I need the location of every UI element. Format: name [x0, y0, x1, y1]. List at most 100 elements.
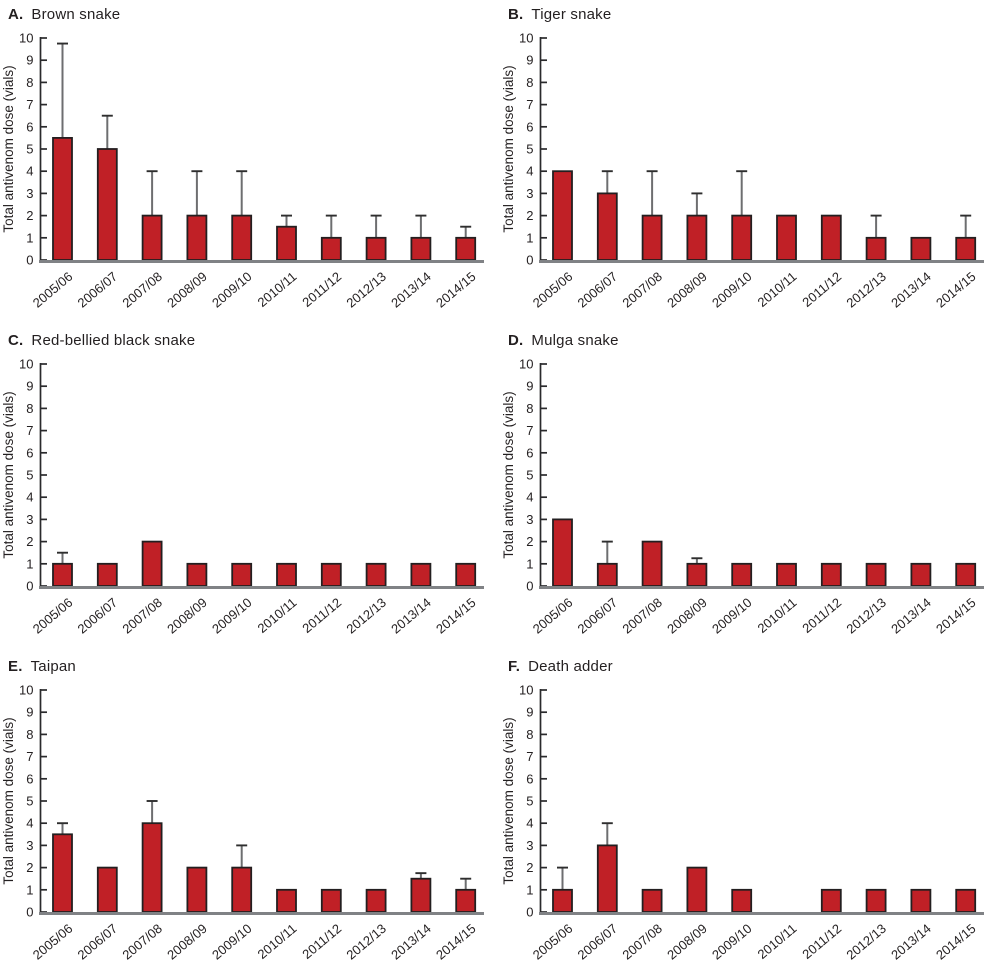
bar — [731, 562, 753, 587]
y-tick-label: 4 — [526, 164, 533, 179]
y-tick-label: 10 — [519, 31, 533, 46]
y-tick-label: 0 — [526, 253, 533, 268]
bar — [776, 562, 797, 587]
y-tick-label: 6 — [526, 119, 533, 134]
x-tick-label: 2008/09 — [164, 269, 210, 311]
bar — [955, 236, 977, 261]
bar — [96, 562, 118, 587]
panel-mulga-snake: D. Mulga snake 0 1 2 3 4 5 6 7 8 9 10 Total antiveno… — [500, 326, 1000, 652]
y-tick-label: 9 — [26, 379, 33, 394]
x-tick-label: 2010/11 — [255, 921, 300, 962]
y-tick-label: 4 — [26, 164, 33, 179]
y-tick-label: 6 — [26, 445, 33, 460]
bar — [141, 214, 163, 261]
y-tick-label: 1 — [526, 556, 533, 571]
x-tick-label: 2010/11 — [255, 269, 300, 310]
bar — [231, 214, 253, 261]
bar — [686, 214, 708, 261]
y-tick-label: 2 — [26, 208, 33, 223]
bar — [455, 236, 477, 261]
bar — [820, 888, 842, 913]
y-tick-label: 0 — [526, 905, 533, 920]
x-tick-label: 2012/13 — [843, 921, 889, 963]
x-tick-label: 2012/13 — [343, 269, 389, 311]
bar — [731, 888, 753, 913]
bar — [52, 562, 73, 587]
bar — [910, 562, 932, 587]
y-tick-label: 9 — [526, 705, 533, 720]
x-tick-label: 2005/06 — [30, 921, 76, 963]
y-tick-label: 6 — [26, 119, 33, 134]
bar — [365, 236, 387, 261]
x-tick-label: 2013/14 — [388, 595, 434, 637]
bar — [231, 866, 253, 913]
x-tick-label: 2005/06 — [30, 269, 76, 311]
x-tick-label: 2009/10 — [209, 269, 255, 311]
x-tick-label: 2014/15 — [933, 269, 979, 311]
bar — [552, 170, 573, 261]
x-tick-label: 2009/10 — [209, 921, 255, 963]
x-tick-label: 2007/08 — [619, 595, 665, 637]
x-tick-label: 2013/14 — [388, 921, 434, 963]
y-tick-label: 9 — [26, 705, 33, 720]
panel-name: Death adder — [528, 658, 613, 675]
x-tick-label: 2009/10 — [709, 921, 755, 963]
x-tick-label: 2012/13 — [843, 595, 889, 637]
y-tick-label: 7 — [26, 97, 33, 112]
y-tick-label: 9 — [26, 53, 33, 68]
y-tick-label: 8 — [26, 75, 33, 90]
bar — [276, 225, 297, 261]
y-tick-label: 7 — [26, 423, 33, 438]
panel-name: Brown snake — [31, 6, 121, 23]
panel-name: Red-bellied black snake — [31, 332, 196, 349]
x-tick-label: 2007/08 — [119, 269, 165, 311]
x-tick-label: 2009/10 — [709, 595, 755, 637]
bar — [955, 562, 977, 587]
bar — [320, 236, 342, 261]
x-tick-label: 2009/10 — [709, 269, 755, 311]
bar — [552, 518, 573, 587]
y-tick-label: 10 — [519, 683, 533, 698]
x-tick-label: 2013/14 — [888, 595, 934, 637]
bar — [865, 236, 887, 261]
y-tick-label: 5 — [26, 794, 33, 809]
x-tick-label: 2008/09 — [164, 921, 210, 963]
panel-letter: A. — [8, 6, 24, 23]
x-tick-label: 2010/11 — [755, 269, 800, 310]
x-tick-label: 2008/09 — [664, 595, 710, 637]
bar-chart-mulga-snake: 0 1 2 3 4 5 6 7 8 9 10 Total antivenom dose (vials)… — [501, 357, 984, 637]
bar-chart-death-adder: 0 1 2 3 4 5 6 7 8 9 10 Total antivenom dose (vials)… — [501, 683, 984, 963]
y-tick-label: 4 — [26, 490, 33, 505]
x-tick-label: 2010/11 — [755, 595, 800, 636]
y-tick-label: 2 — [26, 534, 33, 549]
y-tick-label: 2 — [526, 860, 533, 875]
bar — [96, 866, 118, 913]
panel-title: E. Taipan — [0, 652, 500, 678]
x-tick-label: 2008/09 — [664, 921, 710, 963]
bar-chart-brown-snake: 0 1 2 3 4 5 6 7 8 9 10 Total antivenom dose (vials)… — [1, 31, 484, 311]
y-tick-label: 4 — [526, 816, 533, 831]
bar — [596, 562, 618, 587]
panel-letter: B. — [508, 6, 524, 23]
x-tick-label: 2009/10 — [209, 595, 255, 637]
y-tick-label: 10 — [19, 357, 33, 372]
y-tick-label: 3 — [526, 512, 533, 527]
bar — [186, 562, 208, 587]
x-tick-label: 2006/07 — [575, 595, 621, 637]
y-axis-title: Total antivenom dose (vials) — [1, 65, 16, 232]
y-tick-label: 7 — [526, 749, 533, 764]
x-tick-label: 2005/06 — [30, 595, 76, 637]
bar — [320, 562, 342, 587]
y-tick-label: 1 — [526, 882, 533, 897]
bar — [641, 540, 663, 587]
bar — [820, 562, 842, 587]
y-tick-label: 5 — [26, 142, 33, 157]
bar — [96, 148, 118, 261]
y-tick-label: 8 — [526, 727, 533, 742]
x-tick-label: 2014/15 — [433, 595, 479, 637]
x-tick-label: 2013/14 — [388, 269, 434, 311]
bar — [955, 888, 977, 913]
y-tick-label: 10 — [19, 31, 33, 46]
y-axis-title: Total antivenom dose (vials) — [1, 717, 16, 884]
